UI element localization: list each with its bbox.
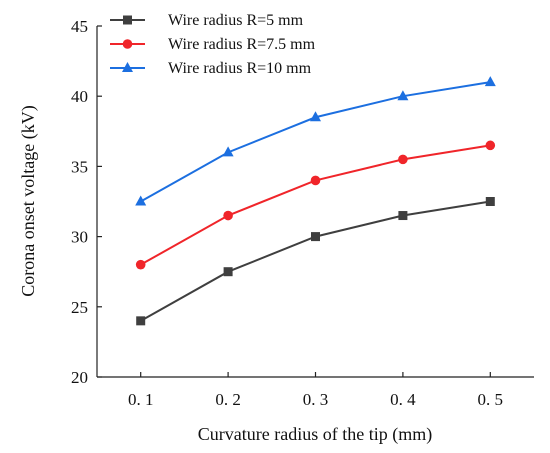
plot-frame	[96, 26, 534, 378]
legend-label: Wire radius R=5 mm	[168, 12, 304, 29]
data-point	[135, 195, 147, 206]
data-point	[223, 267, 233, 277]
data-point	[484, 76, 496, 87]
data-point	[222, 146, 234, 157]
x-tick-label: 0. 1	[128, 390, 154, 409]
data-point	[223, 210, 233, 221]
data-point	[136, 316, 146, 326]
data-point	[310, 175, 321, 186]
y-tick-label: 25	[71, 298, 88, 317]
series-2	[135, 140, 496, 270]
data-point	[310, 111, 321, 122]
data-point	[485, 197, 495, 206]
data-point	[485, 140, 496, 151]
y-tick-label: 45	[71, 17, 88, 36]
y-tick-label: 35	[71, 157, 88, 176]
x-tick-label: 0. 3	[303, 390, 329, 409]
y-tick-label: 30	[71, 228, 88, 247]
legend-marker	[123, 15, 132, 25]
data-point	[398, 154, 408, 165]
x-tick-label: 0. 2	[215, 390, 241, 409]
series-layer	[135, 76, 496, 326]
x-tick-label: 0. 4	[390, 390, 416, 409]
series-1	[136, 197, 495, 326]
data-point	[311, 232, 320, 242]
legend-label: Wire radius R=7.5 mm	[168, 36, 316, 53]
data-point	[397, 90, 409, 101]
y-axis-title: Corona onset voltage (kV)	[18, 105, 39, 296]
legend-marker	[122, 62, 133, 72]
series-line	[140, 144, 491, 266]
x-tick-label: 0. 5	[478, 390, 504, 409]
series-3	[135, 76, 496, 206]
x-axis-title: Curvature radius of the tip (mm)	[198, 424, 432, 445]
y-tick-label: 40	[71, 87, 88, 106]
data-point	[398, 211, 408, 221]
series-line	[140, 200, 491, 322]
x-axis-ticks: 0. 1 0. 2 0. 3 0. 4 0. 5	[128, 372, 503, 409]
legend-item: Wire radius R=7.5 mm	[110, 36, 316, 53]
legend-marker	[122, 39, 133, 49]
data-point	[135, 259, 146, 270]
legend-item: Wire radius R=5 mm	[110, 12, 304, 29]
y-tick-label: 20	[71, 368, 88, 387]
legend: Wire radius R=5 mm Wire radius R=7.5 mm Wi…	[110, 12, 316, 77]
legend-item: Wire radius R=10 mm	[110, 60, 312, 77]
legend-label: Wire radius R=10 mm	[168, 60, 312, 77]
y-axis-ticks: 20 25 30 35 40 45	[71, 17, 102, 387]
